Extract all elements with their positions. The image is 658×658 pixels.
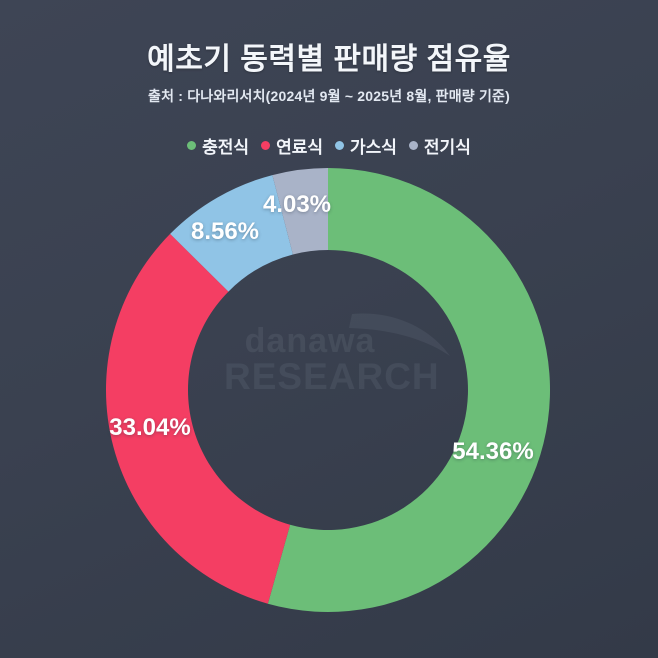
legend-dot-icon — [335, 141, 344, 150]
pie-slice-2[interactable] — [170, 175, 293, 292]
chart-title: 예초기 동력별 판매량 점유율 — [147, 43, 511, 76]
legend-dot-icon — [187, 141, 197, 150]
legend-item-0[interactable]: 충전식 — [187, 133, 249, 158]
legend-item-1[interactable]: 연료식 — [261, 133, 323, 158]
pie-slice-0[interactable] — [267, 168, 551, 612]
chart-source: 출처 : 다나와리서치(2024년 9월 ~ 2025년 8월, 판매량 기준) — [148, 88, 510, 104]
legend-label: 가스식 — [350, 138, 397, 157]
legend: 충전식 연료식 가스식 전기식 — [0, 133, 658, 158]
legend-dot-icon — [408, 141, 418, 150]
chart-header: 예초기 동력별 판매량 점유율 출처 : 다나와리서치(2024년 9월 ~ 2… — [0, 34, 658, 106]
legend-item-3[interactable]: 전기식 — [408, 133, 471, 158]
legend-label: 전기식 — [423, 138, 471, 157]
pie-slice-1[interactable] — [105, 233, 291, 604]
pie-slice-3[interactable] — [272, 168, 328, 255]
legend-item-2[interactable]: 가스식 — [335, 133, 397, 158]
legend-dot-icon — [261, 141, 271, 150]
legend-label: 충전식 — [202, 138, 250, 157]
legend-label: 연료식 — [276, 138, 323, 157]
